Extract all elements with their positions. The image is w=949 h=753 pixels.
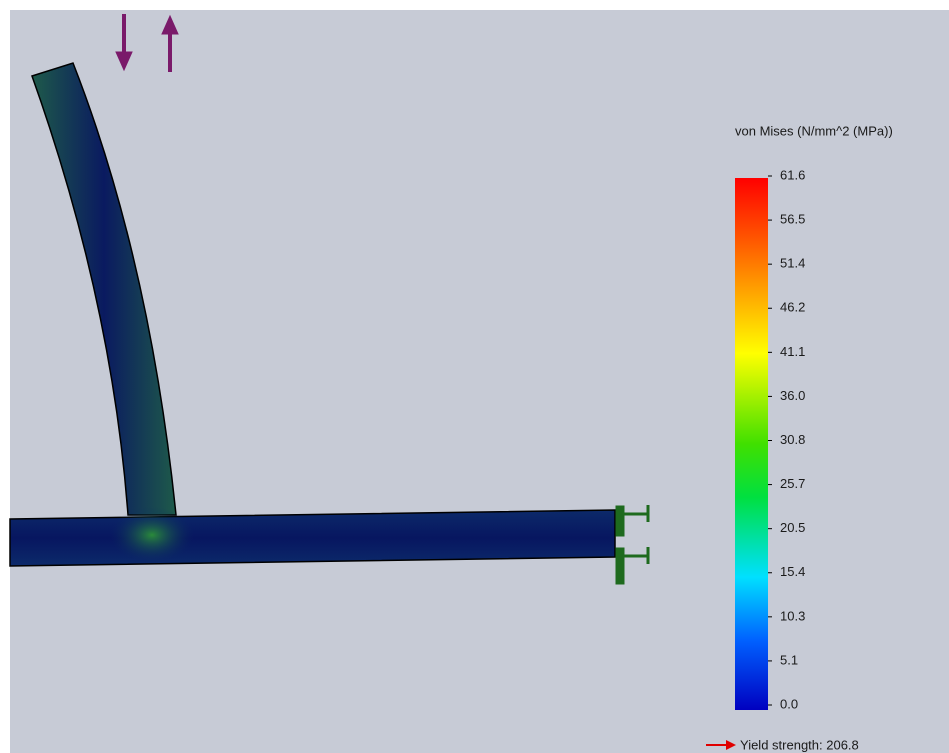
page: {"legend": {"title": "von Mises (N/mm^2 … (0, 0, 949, 753)
horizontal-tube (10, 510, 615, 566)
tick-label: 15.4 (780, 564, 805, 579)
tick-label: 10.3 (780, 608, 805, 623)
tick-label: 56.5 (780, 212, 805, 227)
color-scale (735, 178, 768, 710)
legend-title: von Mises (N/mm^2 (MPa)) (735, 123, 893, 138)
yield-strength: Yield strength: 206.8 (740, 737, 859, 752)
joint (110, 507, 194, 563)
tick-label: 61.6 (780, 167, 805, 182)
tick-label: 0.0 (780, 696, 798, 711)
tick-label: 30.8 (780, 432, 805, 447)
tick-label: 51.4 (780, 256, 805, 271)
tick-label: 36.0 (780, 388, 805, 403)
tick-label: 5.1 (780, 652, 798, 667)
tick-label: 46.2 (780, 300, 805, 315)
viewport: von Mises (N/mm^2 (MPa)) 61.6 56.5 51.4 46.… (0, 0, 949, 753)
tick-label: 41.1 (780, 344, 805, 359)
tick-label: 20.5 (780, 520, 805, 535)
tick-label: 25.7 (780, 476, 805, 491)
